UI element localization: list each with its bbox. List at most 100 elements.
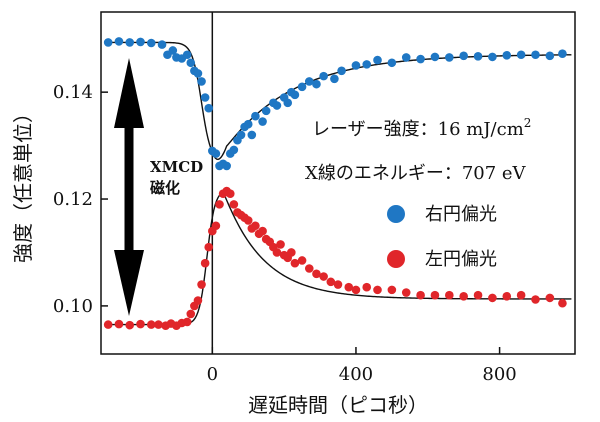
data-point-left-circular xyxy=(401,288,411,297)
data-point-right-circular xyxy=(200,93,210,102)
data-point-left-circular xyxy=(545,293,555,303)
y-axis-ticks: 0.10 0.12 0.14 xyxy=(53,82,108,317)
data-point-right-circular xyxy=(136,37,145,47)
data-point-left-circular xyxy=(290,258,300,268)
x-tick-label: 400 xyxy=(339,364,373,385)
data-point-right-circular xyxy=(103,38,113,47)
data-point-left-circular xyxy=(488,293,497,303)
data-point-right-circular xyxy=(204,103,214,113)
data-point-right-circular xyxy=(558,49,567,58)
data-point-right-circular xyxy=(283,98,293,108)
x-tick-label: 800 xyxy=(482,364,516,385)
data-point-right-circular xyxy=(473,52,483,61)
xmcd-arrow xyxy=(114,58,144,316)
data-point-right-circular xyxy=(531,50,540,60)
data-point-left-circular xyxy=(114,319,124,329)
data-point-left-circular xyxy=(154,320,163,329)
data-point-left-circular xyxy=(215,200,224,209)
data-point-left-circular xyxy=(473,290,483,300)
data-point-right-circular xyxy=(157,40,167,49)
data-point-left-circular xyxy=(333,280,343,289)
data-point-right-circular xyxy=(261,106,271,116)
data-point-right-circular xyxy=(114,37,124,46)
data-point-left-circular xyxy=(304,264,314,273)
data-point-left-circular xyxy=(287,248,296,257)
fit-curve-left-circular xyxy=(104,191,572,326)
data-point-right-circular xyxy=(146,38,156,48)
data-point-right-circular xyxy=(251,111,260,121)
data-point-left-circular xyxy=(211,221,221,231)
data-point-right-circular xyxy=(125,38,135,47)
x-tick-label: 0 xyxy=(207,364,218,385)
data-point-left-circular xyxy=(373,285,382,295)
data-point-right-circular xyxy=(401,53,411,62)
data-point-right-circular xyxy=(186,58,196,68)
data-point-right-circular xyxy=(236,130,246,140)
xmcd-label: XMCD xyxy=(150,158,203,176)
y-axis-title: 強度（任意単位） xyxy=(11,103,35,263)
data-point-right-circular xyxy=(229,145,239,155)
data-point-right-circular xyxy=(222,161,231,171)
data-point-left-circular xyxy=(182,317,192,327)
data-point-left-circular xyxy=(136,319,145,329)
data-point-right-circular xyxy=(290,90,300,100)
data-point-left-circular xyxy=(516,290,526,300)
data-point-right-circular xyxy=(330,74,339,84)
data-point-left-circular xyxy=(445,290,454,300)
data-point-right-circular xyxy=(362,60,372,69)
data-point-left-circular xyxy=(243,216,253,225)
data-point-right-circular xyxy=(211,149,221,158)
data-point-left-circular xyxy=(146,320,156,329)
data-point-left-circular xyxy=(297,256,307,265)
data-point-right-circular xyxy=(502,50,512,60)
data-point-right-circular xyxy=(387,58,397,68)
data-points xyxy=(103,37,567,330)
data-point-right-circular xyxy=(351,61,361,70)
data-point-right-circular xyxy=(258,117,267,126)
data-point-left-circular xyxy=(251,221,260,231)
y-tick-label: 0.12 xyxy=(53,189,93,210)
data-point-left-circular xyxy=(276,240,285,249)
data-point-right-circular xyxy=(312,79,321,89)
y-tick-label: 0.14 xyxy=(53,82,93,103)
data-point-right-circular xyxy=(247,130,257,140)
legend-marker-left-circular xyxy=(387,250,405,268)
magnetization-label: 磁化 xyxy=(150,179,180,197)
data-point-right-circular xyxy=(193,69,203,78)
data-point-right-circular xyxy=(297,82,307,92)
data-point-left-circular xyxy=(430,290,440,300)
data-point-left-circular xyxy=(103,320,113,329)
data-point-left-circular xyxy=(416,290,425,300)
plot-frame xyxy=(100,11,576,355)
data-point-right-circular xyxy=(459,51,468,61)
data-point-right-circular xyxy=(304,77,314,86)
data-point-right-circular xyxy=(182,50,192,60)
x-axis-title: 遅延時間（ピコ秒） xyxy=(248,393,428,417)
xray-energy-annotation: X線のエネルギー：707 eV xyxy=(305,163,527,184)
data-point-left-circular xyxy=(344,282,354,292)
data-point-right-circular xyxy=(516,50,526,60)
data-point-right-circular xyxy=(243,119,253,129)
data-point-left-circular xyxy=(362,282,372,292)
data-point-right-circular xyxy=(545,51,555,61)
data-point-right-circular xyxy=(272,101,282,110)
data-point-left-circular xyxy=(125,320,135,330)
data-point-left-circular xyxy=(502,291,512,301)
legend-label-right-circular: 右円偏光 xyxy=(425,204,497,225)
data-point-left-circular xyxy=(312,269,321,279)
x-axis-ticks: 0 400 800 xyxy=(207,347,517,385)
data-point-right-circular xyxy=(430,52,440,62)
data-point-right-circular xyxy=(373,55,382,65)
data-point-left-circular xyxy=(225,189,235,198)
data-point-left-circular xyxy=(272,248,282,257)
data-point-right-circular xyxy=(197,77,206,86)
data-point-left-circular xyxy=(326,277,336,287)
y-tick-label: 0.10 xyxy=(53,296,93,317)
data-point-left-circular xyxy=(351,285,361,295)
data-point-right-circular xyxy=(168,46,178,55)
data-point-left-circular xyxy=(319,272,328,281)
legend-label-left-circular: 左円偏光 xyxy=(425,249,497,270)
data-point-left-circular xyxy=(258,226,267,236)
data-point-left-circular xyxy=(531,295,540,304)
